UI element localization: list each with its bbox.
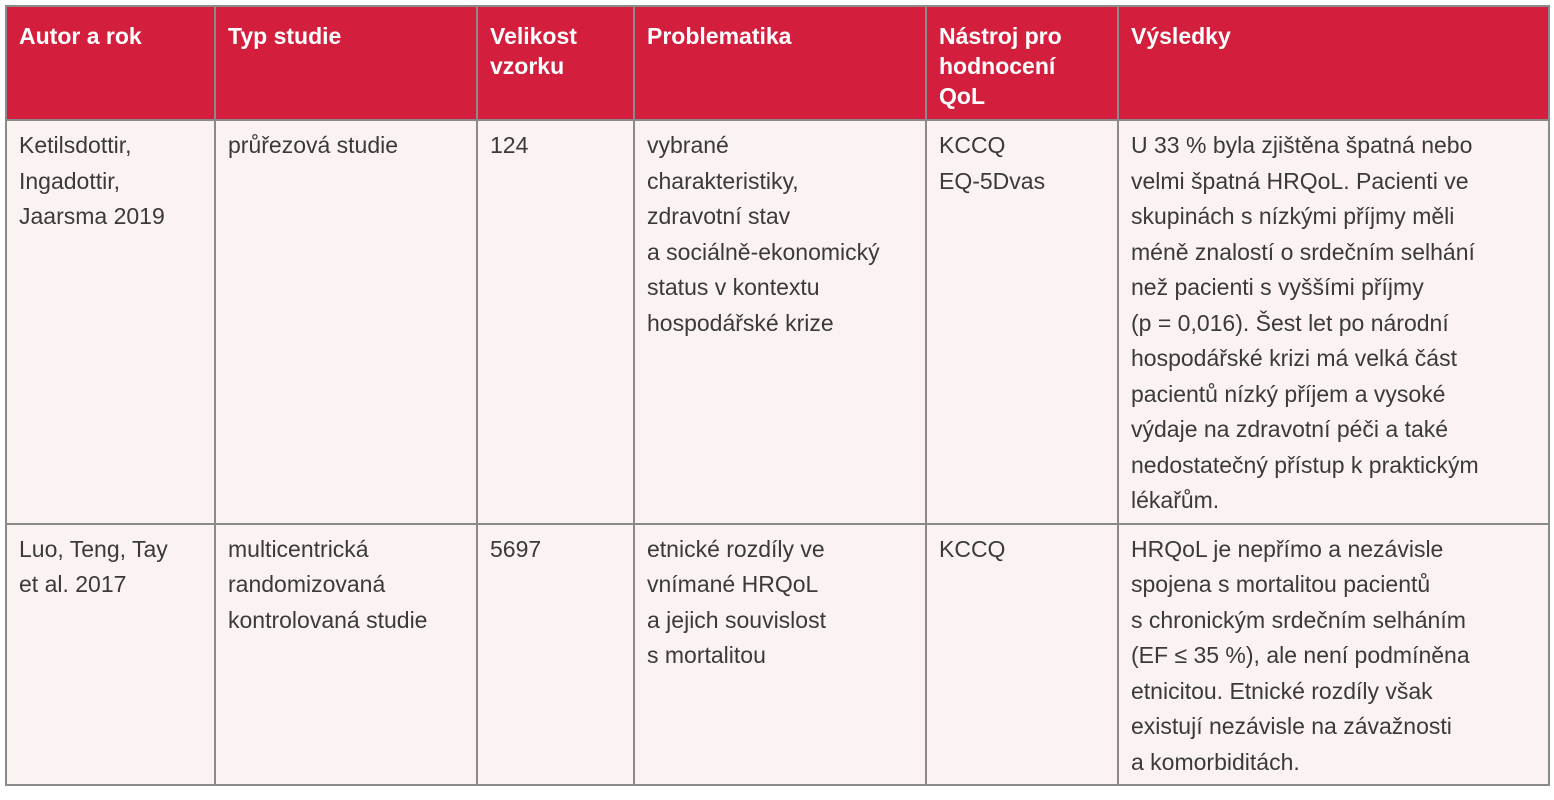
cell-line: velmi špatná HRQoL. Pacienti ve	[1131, 167, 1469, 194]
header-line: vzorku	[490, 53, 565, 79]
cell-author-year: Luo, Teng, Tay et al. 2017	[5, 522, 216, 786]
cell-line: (p = 0,016). Šest let po národní	[1131, 309, 1449, 336]
header-results: Výsledky	[1117, 5, 1550, 121]
cell-line: průřezová studie	[228, 132, 399, 158]
header-line: Problematika	[647, 23, 792, 49]
table-header: Autor a rok Typ studie Velikost vzorku Pr…	[5, 5, 1550, 121]
cell-line: skupinách s nízkými příjmy měli	[1131, 203, 1455, 229]
header-problem: Problematika	[633, 5, 927, 121]
header-line: Nástroj pro	[939, 23, 1062, 49]
cell-line: Luo, Teng, Tay	[19, 535, 168, 562]
cell-sample-size: 5697	[476, 522, 635, 786]
header-line: Výsledky	[1131, 23, 1231, 49]
cell-line: (EF ≤ 35 %), ale není podmíněna	[1131, 642, 1470, 668]
cell-line: méně znalostí o srdečním selhání	[1131, 238, 1475, 265]
cell-sample-size: 124	[476, 119, 635, 525]
cell-line: 124	[490, 132, 529, 158]
header-row: Autor a rok Typ studie Velikost vzorku Pr…	[5, 5, 1550, 121]
header-line: Typ studie	[228, 23, 342, 49]
cell-line: kontrolovaná studie	[228, 606, 428, 633]
cell-line: vybrané	[647, 132, 729, 158]
cell-line: spojena s mortalitou pacientů	[1131, 571, 1431, 597]
cell-line: hospodářské krizi má velká část	[1131, 345, 1457, 371]
cell-line: EQ-5Dvas	[939, 167, 1046, 194]
cell-line: zdravotní stav	[647, 203, 791, 229]
cell-line: nedostatečný přístup k praktickým	[1131, 451, 1479, 478]
cell-line: výdaje na zdravotní péči a také	[1131, 416, 1449, 442]
header-author-year: Autor a rok	[5, 5, 216, 121]
table-row: Ketilsdottir, Ingadottir, Jaarsma 2019 p…	[5, 119, 1550, 525]
table-row: Luo, Teng, Tay et al. 2017 multicentrick…	[5, 522, 1550, 786]
cell-problem: vybrané charakteristiky, zdravotní stav …	[633, 119, 927, 525]
cell-line: 5697	[490, 535, 542, 562]
cell-problem: etnické rozdíly ve vnímané HRQoL a jejic…	[633, 522, 927, 786]
cell-line: s mortalitou	[647, 642, 766, 668]
cell-study-type: multicentrická randomizovaná kontrolovan…	[214, 522, 478, 786]
cell-line: KCCQ	[939, 132, 1006, 158]
cell-results: HRQoL je nepřímo a nezávisle spojena s m…	[1117, 522, 1550, 786]
cell-line: lékařům.	[1131, 487, 1220, 513]
header-line: hodnocení	[939, 53, 1056, 79]
cell-line: a jejich souvislost	[647, 606, 826, 633]
studies-table: Autor a rok Typ studie Velikost vzorku Pr…	[5, 5, 1550, 786]
cell-line: randomizovaná	[228, 571, 386, 597]
header-line: Autor a rok	[19, 23, 142, 49]
cell-line: pacientů nízký příjem a vysoké	[1131, 380, 1446, 407]
cell-results: U 33 % byla zjištěna špatná nebo velmi š…	[1117, 119, 1550, 525]
cell-line: existují nezávisle na závažnosti	[1131, 713, 1452, 739]
cell-line: Ingadottir,	[19, 167, 121, 194]
cell-line: etnicitou. Etnické rozdíly však	[1131, 677, 1433, 704]
header-line: QoL	[939, 83, 985, 109]
header-study-type: Typ studie	[214, 5, 478, 121]
header-sample-size: Velikost vzorku	[476, 5, 635, 121]
cell-line: vnímané HRQoL	[647, 571, 819, 597]
cell-author-year: Ketilsdottir, Ingadottir, Jaarsma 2019	[5, 119, 216, 525]
cell-line: et al. 2017	[19, 571, 127, 597]
cell-line: HRQoL je nepřímo a nezávisle	[1131, 535, 1444, 562]
cell-line: Ketilsdottir,	[19, 132, 132, 158]
cell-line: Jaarsma 2019	[19, 203, 165, 229]
header-qol-tool: Nástroj pro hodnocení QoL	[925, 5, 1119, 121]
cell-line: a sociálně-ekonomický	[647, 238, 880, 265]
cell-line: hospodářské krize	[647, 309, 834, 336]
cell-line: a komorbiditách.	[1131, 748, 1300, 775]
cell-line: KCCQ	[939, 535, 1006, 562]
cell-line: status v kontextu	[647, 274, 820, 300]
cell-line: etnické rozdíly ve	[647, 535, 825, 562]
cell-study-type: průřezová studie	[214, 119, 478, 525]
cell-line: s chronickým srdečním selháním	[1131, 606, 1466, 633]
cell-line: charakteristiky,	[647, 167, 799, 194]
cell-qol-tool: KCCQ	[925, 522, 1119, 786]
cell-line: než pacienti s vyššími příjmy	[1131, 274, 1424, 300]
header-line: Velikost	[490, 23, 577, 49]
cell-line: multicentrická	[228, 535, 369, 562]
cell-line: U 33 % byla zjištěna špatná nebo	[1131, 132, 1473, 158]
cell-qol-tool: KCCQ EQ-5Dvas	[925, 119, 1119, 525]
